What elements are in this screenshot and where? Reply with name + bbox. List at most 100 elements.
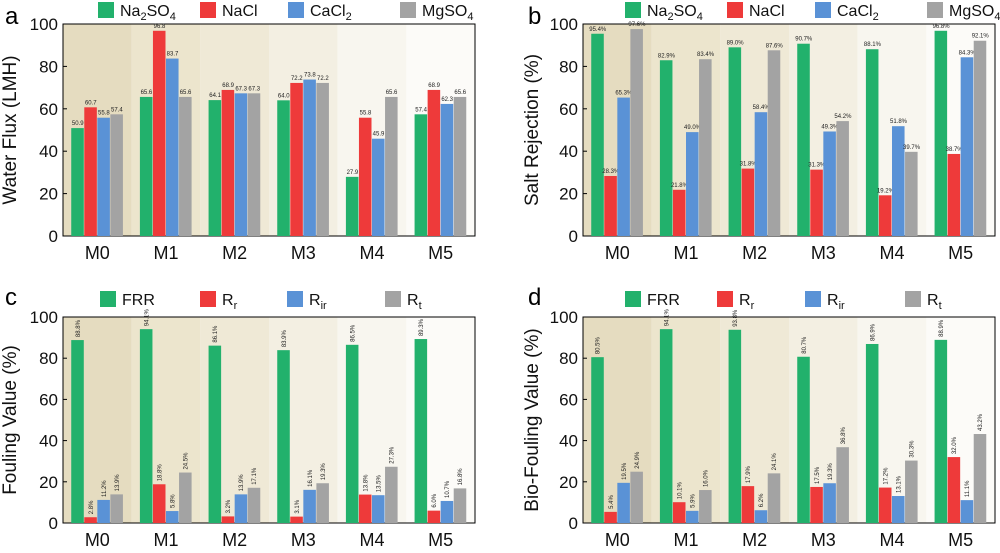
data-label: 11.2% — [102, 480, 108, 497]
bar — [247, 93, 261, 236]
data-label: 2.8% — [89, 500, 95, 514]
bar — [659, 329, 673, 523]
bar — [208, 345, 222, 523]
x-tick-label: M4 — [879, 243, 904, 263]
legend-swatch — [288, 2, 304, 18]
legend-text-part: 4 — [170, 11, 176, 23]
bar — [630, 29, 643, 237]
legend-text-part: R — [222, 292, 234, 309]
data-label: 13.8% — [363, 474, 369, 492]
y-tick-label: 80 — [559, 57, 578, 76]
bar — [316, 483, 329, 523]
bar — [316, 82, 329, 236]
y-tick-label: 60 — [39, 390, 58, 409]
data-label: 24.9% — [635, 451, 641, 469]
plot-frame — [582, 23, 996, 237]
legend-entry: Rir — [309, 292, 327, 312]
bar — [166, 511, 179, 523]
bar — [179, 472, 192, 523]
chart-panel-c: 0 20 40 60 80 100 Fouling Value (%) c 88.8% 2.8% 1… — [0, 284, 476, 550]
x-tick-label: M3 — [811, 530, 836, 550]
data-label: 88.9% — [939, 319, 945, 337]
data-label: 5.4% — [609, 495, 615, 509]
bar — [823, 131, 836, 236]
bar — [139, 329, 153, 523]
bar — [672, 502, 686, 523]
legend-text-part: t — [419, 300, 422, 312]
x-tick-label: M0 — [85, 243, 110, 263]
y-tick-label: 80 — [39, 57, 58, 76]
bar — [741, 486, 755, 523]
bar — [797, 356, 810, 523]
bar — [179, 96, 192, 236]
legend-text-part: 4 — [697, 11, 703, 23]
bar — [728, 47, 742, 236]
y-tick-label: 80 — [39, 349, 58, 368]
bar — [728, 329, 742, 523]
bar — [97, 499, 110, 523]
bar — [290, 82, 303, 236]
legend-text-part: NaCl — [222, 3, 258, 20]
data-label: 16.0% — [704, 469, 710, 487]
data-label: 10.7% — [445, 480, 451, 498]
legend-entry: Rr — [222, 292, 238, 312]
legend-swatch — [927, 2, 943, 18]
bar — [427, 89, 441, 236]
x-tick-label: M0 — [605, 530, 630, 550]
data-label: 94.1% — [664, 308, 670, 326]
data-label: 90.7% — [795, 37, 813, 43]
bar — [865, 49, 879, 237]
bar — [630, 471, 643, 523]
x-tick-label: M1 — [153, 243, 178, 263]
y-tick-label: 100 — [30, 15, 58, 34]
bar — [221, 89, 235, 236]
bar — [878, 487, 892, 523]
bar — [234, 494, 248, 523]
y-tick-label: 40 — [559, 432, 578, 451]
data-label: 58.4% — [753, 105, 771, 111]
bar — [290, 516, 303, 523]
bar — [372, 138, 385, 236]
y-tick-label: 100 — [550, 15, 578, 34]
legend-text-part: t — [939, 300, 942, 312]
data-label: 6.0% — [432, 493, 438, 507]
data-label: 31.3% — [808, 163, 826, 169]
panel-label: d — [528, 284, 541, 311]
bar — [591, 33, 604, 236]
bar — [247, 487, 261, 523]
y-tick-label: 100 — [30, 308, 58, 327]
bar — [810, 169, 823, 236]
x-tick-label: M4 — [359, 243, 384, 263]
legend-text-part: R — [827, 292, 839, 309]
data-label: 13.9% — [239, 474, 245, 492]
data-label: 80.7% — [802, 336, 808, 354]
data-label: 5.9% — [691, 494, 697, 508]
bar — [385, 466, 398, 523]
data-label: 49.3% — [821, 124, 839, 130]
legend-swatch — [625, 2, 641, 18]
plot-frame — [62, 316, 476, 524]
data-label: 88.8% — [76, 319, 82, 337]
legend-entry: Rir — [827, 292, 845, 312]
y-tick-label: 100 — [550, 308, 578, 327]
data-label: 18.8% — [157, 464, 163, 482]
data-label: 57.4 — [415, 107, 427, 113]
data-label: 17.2% — [883, 467, 889, 485]
data-label: 17.1% — [252, 467, 258, 485]
x-tick-label: M0 — [85, 530, 110, 550]
legend-swatch — [385, 291, 401, 307]
legend-swatch — [905, 291, 921, 307]
x-tick-label: M5 — [948, 530, 973, 550]
bar — [440, 500, 454, 523]
y-tick-label: 20 — [39, 185, 58, 204]
panel-label: c — [5, 284, 17, 311]
legend-entry: Rt — [407, 292, 422, 312]
bar — [208, 100, 222, 236]
bar — [892, 126, 905, 236]
data-label: 6.2% — [759, 493, 765, 507]
legend-text-part: R — [927, 292, 939, 309]
data-label: 54.2% — [834, 114, 852, 120]
data-label: 64.1 — [209, 93, 221, 99]
x-tick-label: M5 — [428, 530, 453, 550]
y-tick-label: 60 — [559, 390, 578, 409]
